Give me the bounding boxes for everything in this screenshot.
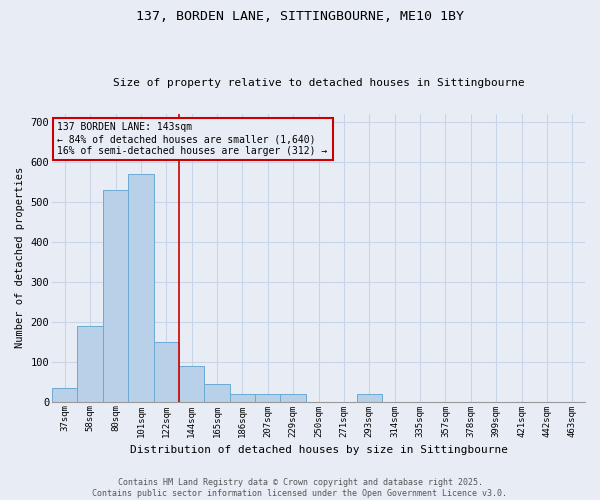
- Bar: [128, 174, 154, 402]
- Bar: [77, 326, 103, 402]
- Text: 137, BORDEN LANE, SITTINGBOURNE, ME10 1BY: 137, BORDEN LANE, SITTINGBOURNE, ME10 1B…: [136, 10, 464, 23]
- Text: Contains HM Land Registry data © Crown copyright and database right 2025.
Contai: Contains HM Land Registry data © Crown c…: [92, 478, 508, 498]
- Bar: [280, 394, 306, 402]
- Bar: [103, 190, 128, 402]
- Bar: [356, 394, 382, 402]
- Text: 137 BORDEN LANE: 143sqm
← 84% of detached houses are smaller (1,640)
16% of semi: 137 BORDEN LANE: 143sqm ← 84% of detache…: [58, 122, 328, 156]
- Bar: [230, 394, 255, 402]
- Y-axis label: Number of detached properties: Number of detached properties: [15, 167, 25, 348]
- Bar: [205, 384, 230, 402]
- Bar: [255, 394, 280, 402]
- Bar: [52, 388, 77, 402]
- Title: Size of property relative to detached houses in Sittingbourne: Size of property relative to detached ho…: [113, 78, 524, 88]
- Bar: [154, 342, 179, 402]
- X-axis label: Distribution of detached houses by size in Sittingbourne: Distribution of detached houses by size …: [130, 445, 508, 455]
- Bar: [179, 366, 205, 402]
